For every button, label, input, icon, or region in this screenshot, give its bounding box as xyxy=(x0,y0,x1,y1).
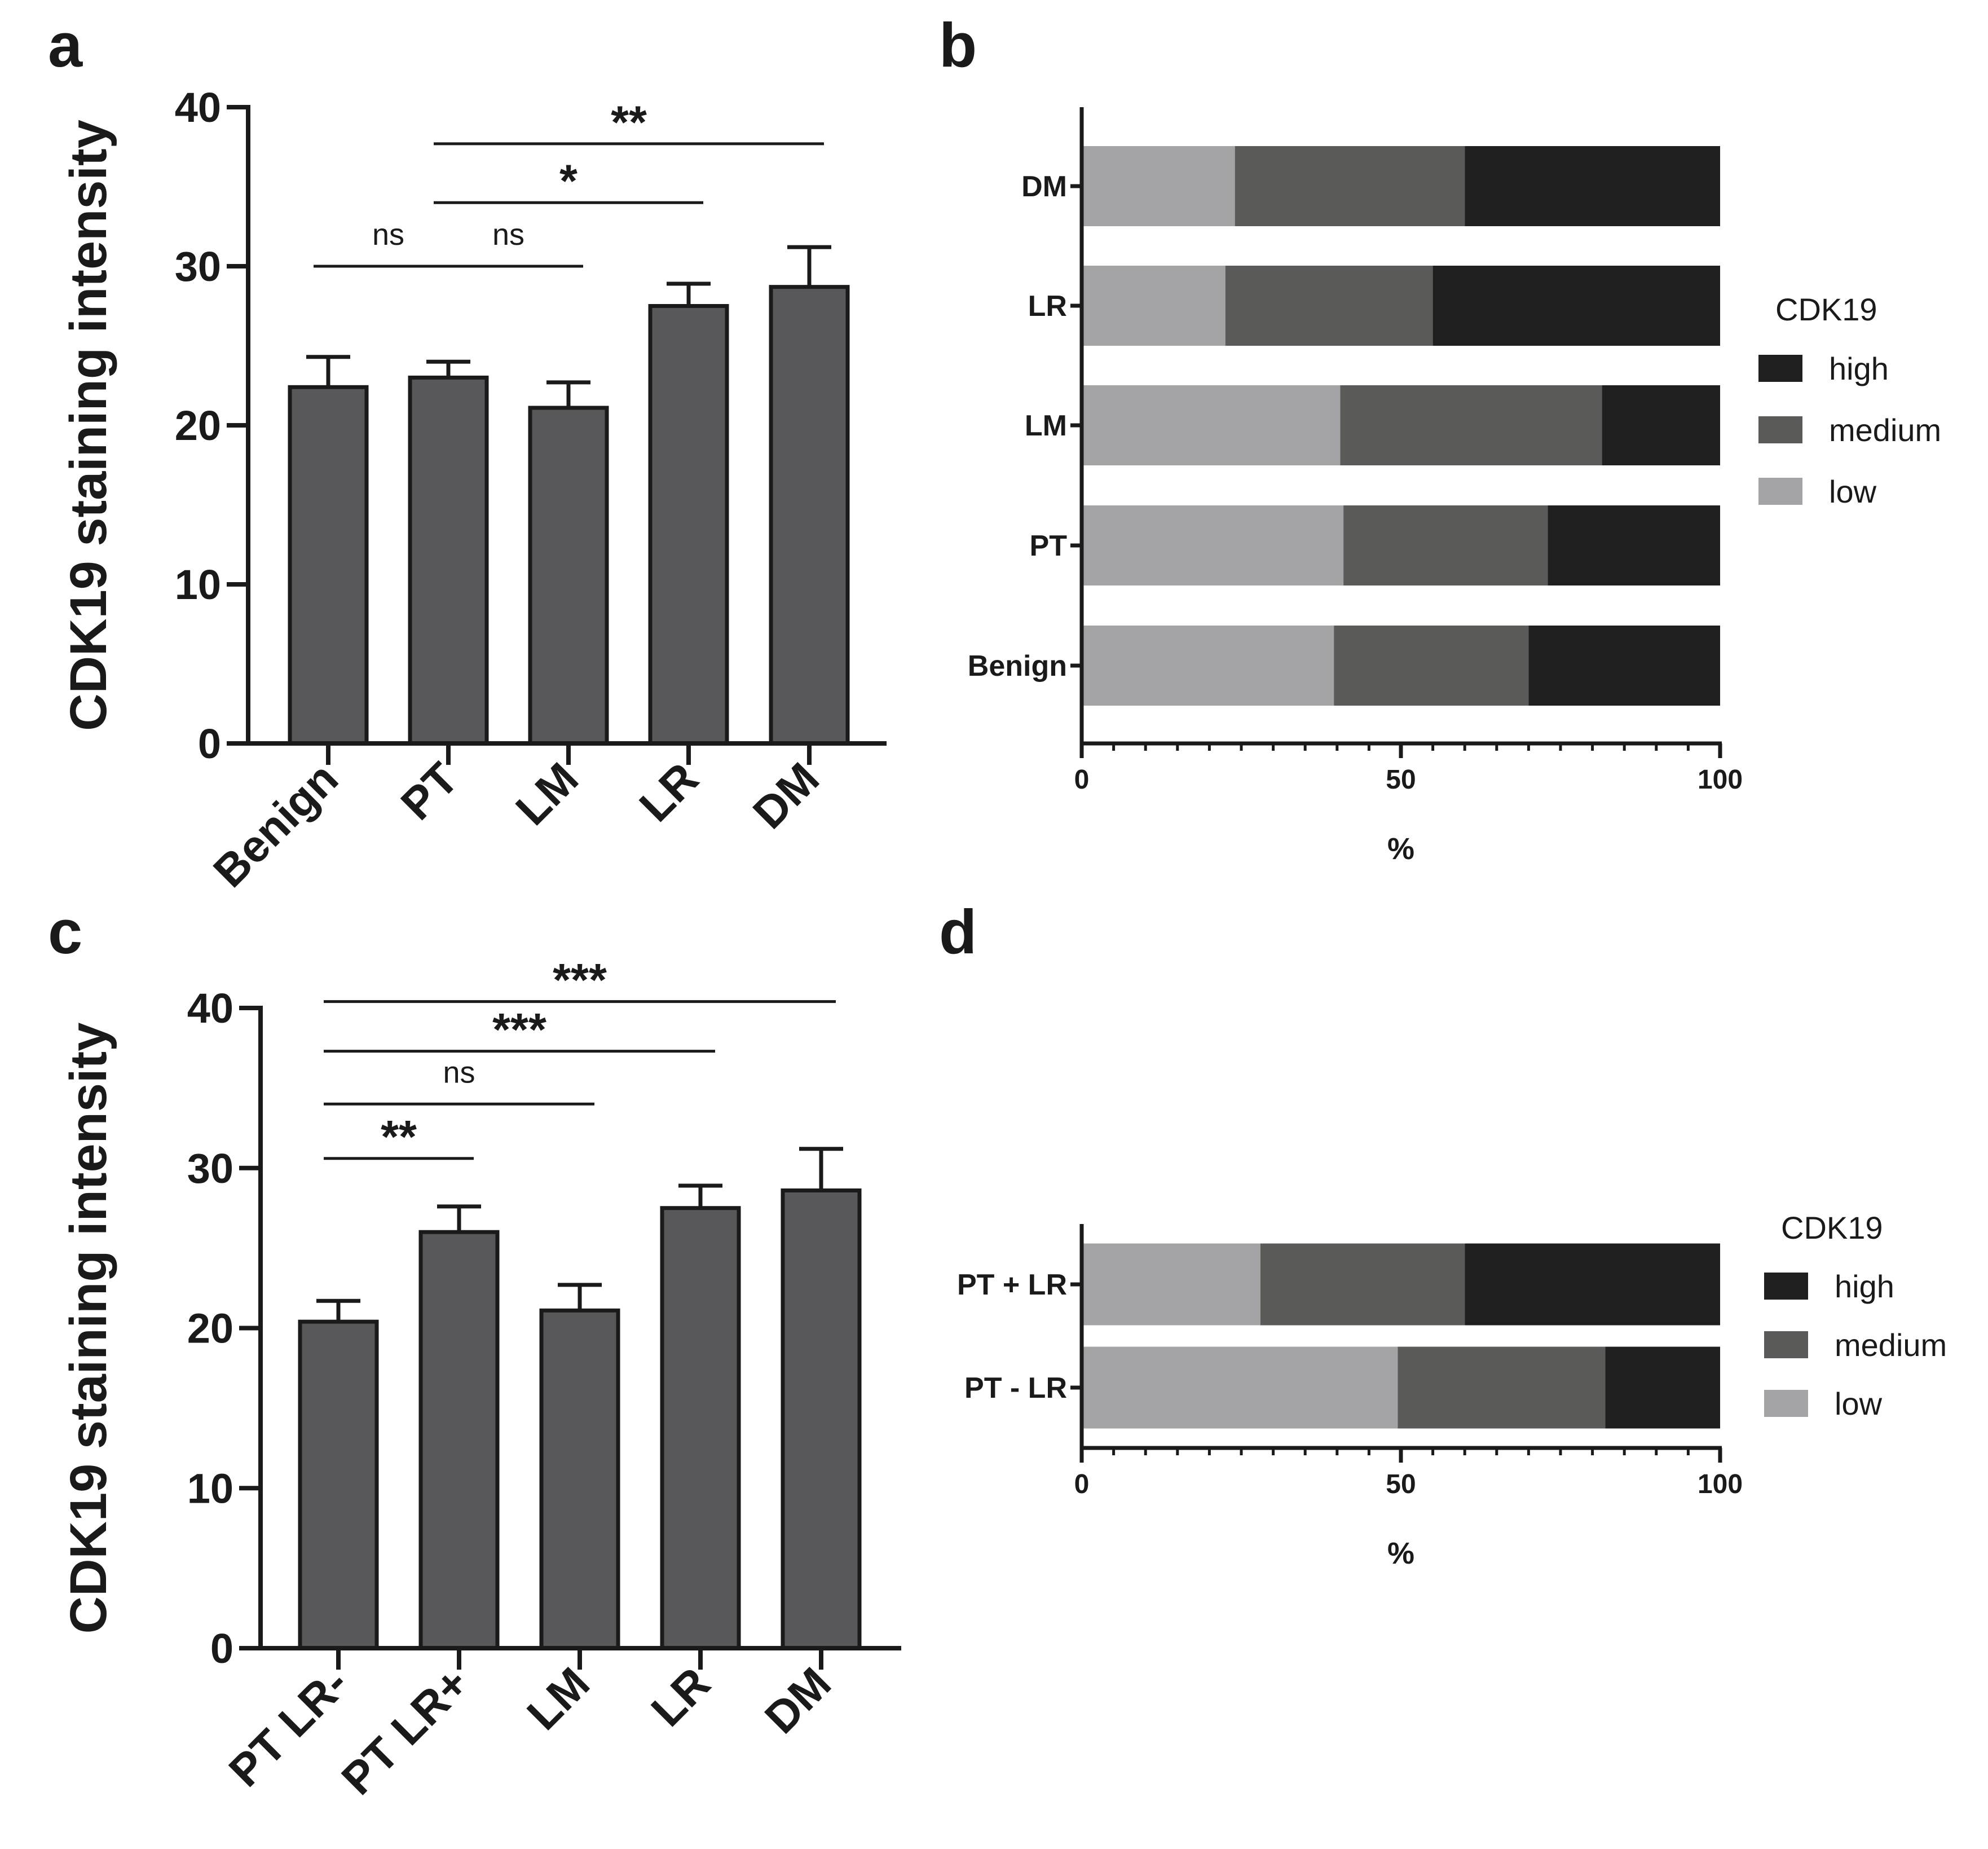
y-tick-label-1: LR xyxy=(1028,290,1067,323)
legend-swatch-low xyxy=(1764,1390,1808,1417)
x-tick-label-3: LR xyxy=(630,753,708,831)
y-tick-label-0: 0 xyxy=(210,1625,233,1672)
chart-d: PT + LR PT - LR 0 50 100% CDK19 high medium low xyxy=(957,1210,1947,1570)
bar-2 xyxy=(539,1308,620,1650)
y-tick-label-0: DM xyxy=(1021,170,1067,203)
x-tick-label-0: 0 xyxy=(1074,1469,1090,1499)
segment-medium-0 xyxy=(1235,146,1465,226)
x-tick-label-1: PT xyxy=(391,753,468,829)
segment-low-1 xyxy=(1082,1346,1398,1429)
legend-swatch-medium xyxy=(1758,416,1802,443)
bar-0 xyxy=(288,385,369,746)
segment-medium-1 xyxy=(1398,1346,1606,1429)
segment-medium-2 xyxy=(1340,385,1602,465)
bar-4 xyxy=(781,1188,862,1650)
x-axis-label: % xyxy=(1387,832,1414,866)
significance-label-1: ns xyxy=(492,218,524,252)
segment-low-3 xyxy=(1082,505,1344,585)
segment-high-1 xyxy=(1605,1346,1720,1429)
y-tick-label-1: 10 xyxy=(187,1465,233,1512)
x-axis-label: % xyxy=(1387,1537,1414,1570)
y-tick-label-3: PT xyxy=(1030,530,1068,562)
legend-label-medium: medium xyxy=(1829,412,1941,448)
segment-low-0 xyxy=(1082,146,1235,226)
segment-high-4 xyxy=(1528,626,1720,706)
legend-title: CDK19 xyxy=(1775,292,1877,327)
significance-label-3: *** xyxy=(553,955,607,1006)
bar-1 xyxy=(408,375,489,746)
legend-label-low: low xyxy=(1835,1386,1883,1421)
segment-low-1 xyxy=(1082,266,1226,346)
y-axis-label: CDK19 staining intensity xyxy=(60,120,117,731)
legend-label-low: low xyxy=(1829,474,1877,509)
bar-1 xyxy=(418,1230,500,1650)
x-tick-label-0: PT LR- xyxy=(219,1658,358,1796)
segment-high-2 xyxy=(1602,385,1720,465)
y-tick-label-4: 40 xyxy=(175,84,221,131)
y-tick-label-2: 20 xyxy=(187,1305,233,1352)
y-tick-label-0: 0 xyxy=(198,720,221,767)
significance-label-2: * xyxy=(559,156,578,207)
significance-label-0: ** xyxy=(381,1112,417,1163)
x-tick-label-4: DM xyxy=(743,753,828,838)
segment-medium-3 xyxy=(1343,505,1548,585)
panel-label-d: d xyxy=(939,897,977,967)
y-axis-label: CDK19 staining intensity xyxy=(60,1023,117,1634)
y-tick-label-3: 30 xyxy=(187,1145,233,1192)
segment-medium-4 xyxy=(1334,626,1529,706)
segment-high-3 xyxy=(1548,505,1720,585)
bar-3 xyxy=(648,304,729,746)
x-tick-label-1: PT LR+ xyxy=(332,1658,478,1804)
chart-c: 0 10 20 30 40 PT LR-PT LR+ LM LR DM CDK19 stainin… xyxy=(60,955,901,1804)
segment-medium-1 xyxy=(1225,266,1433,346)
bar-0 xyxy=(298,1319,379,1650)
x-tick-label-2: LM xyxy=(506,753,588,835)
bar-4 xyxy=(769,285,850,746)
significance-label-2: *** xyxy=(492,1005,546,1056)
segment-high-0 xyxy=(1465,146,1720,226)
legend-label-medium: medium xyxy=(1835,1327,1947,1363)
chart-a: 0 10 20 30 40 Benign PT LM LR DM CDK19 staining in… xyxy=(60,84,887,897)
y-tick-label-2: LM xyxy=(1025,410,1067,442)
x-tick-label-0: Benign xyxy=(204,753,347,897)
legend-swatch-high xyxy=(1758,355,1802,382)
y-tick-label-0: PT + LR xyxy=(957,1269,1067,1301)
y-tick-label-2: 20 xyxy=(175,402,221,449)
x-tick-label-2: LM xyxy=(517,1658,599,1740)
x-tick-label-2: 100 xyxy=(1698,765,1743,795)
y-tick-label-1: 10 xyxy=(175,561,221,608)
x-tick-label-1: 50 xyxy=(1386,765,1416,795)
legend-title: CDK19 xyxy=(1781,1210,1883,1245)
x-tick-label-1: 50 xyxy=(1386,1469,1416,1499)
segment-high-1 xyxy=(1432,266,1720,346)
panel-label-a: a xyxy=(48,11,83,80)
significance-label-1: ns xyxy=(443,1055,475,1089)
segment-low-0 xyxy=(1082,1243,1260,1326)
x-tick-label-0: 0 xyxy=(1074,765,1090,795)
x-tick-label-3: LR xyxy=(642,1658,720,1736)
y-tick-label-3: 30 xyxy=(175,243,221,290)
significance-label-0: ns xyxy=(372,218,404,252)
y-tick-label-4: 40 xyxy=(187,985,233,1032)
segment-medium-0 xyxy=(1260,1243,1465,1326)
segment-low-2 xyxy=(1082,385,1341,465)
panel-label-c: c xyxy=(48,897,82,967)
significance-label-3: ** xyxy=(611,97,647,148)
segment-low-4 xyxy=(1082,626,1334,706)
legend-label-high: high xyxy=(1829,351,1889,386)
legend-swatch-medium xyxy=(1764,1331,1808,1358)
bar-2 xyxy=(528,406,609,746)
legend-swatch-low xyxy=(1758,478,1802,505)
segment-high-0 xyxy=(1465,1243,1720,1326)
bar-3 xyxy=(660,1206,741,1650)
x-tick-label-2: 100 xyxy=(1698,1469,1743,1499)
legend-label-high: high xyxy=(1835,1269,1894,1304)
legend-swatch-high xyxy=(1764,1273,1808,1300)
panel-label-b: b xyxy=(939,11,977,80)
chart-b: DM LR LM PT Benign 0 50 100% CDK19 high medium low xyxy=(968,107,1941,866)
x-tick-label-4: DM xyxy=(755,1658,840,1743)
y-tick-label-4: Benign xyxy=(968,650,1067,683)
y-tick-label-1: PT - LR xyxy=(964,1372,1067,1405)
